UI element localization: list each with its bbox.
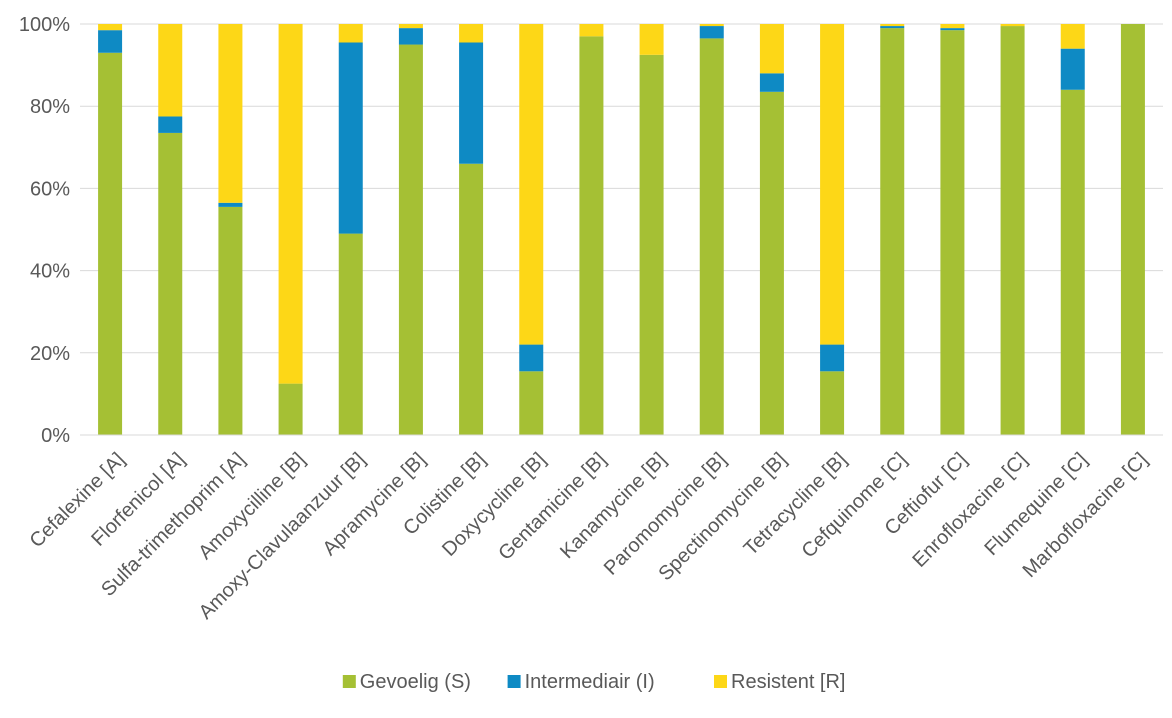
legend-swatch <box>342 675 356 688</box>
bar-segment <box>398 44 423 436</box>
y-axis-ticks: 0% 20% 40% 60% 80% 100% <box>19 14 70 447</box>
legend-label: Intermediair (I) <box>525 671 655 693</box>
legend-swatch <box>714 675 727 688</box>
bar-segment <box>759 91 784 435</box>
bar-segment <box>278 383 303 435</box>
bar-segment <box>459 24 484 43</box>
bar-segment <box>820 344 845 372</box>
bar-segment <box>398 28 423 45</box>
bar-segment <box>1000 26 1025 436</box>
bar-segment <box>158 132 183 436</box>
x-tick-label: Doxycycline [B] <box>438 449 550 561</box>
bar-segment <box>519 344 544 372</box>
y-tick-label: 60% <box>30 178 70 200</box>
bar-segment <box>98 30 123 53</box>
legend-label: Resistent [R] <box>731 671 845 693</box>
bar-segment <box>759 24 784 74</box>
bar-segment <box>338 24 363 43</box>
legend-label: Gevoelig (S) <box>360 671 471 693</box>
legend: Gevoelig (S) Intermediair (I) Resistent [R… <box>342 671 845 693</box>
x-tick-label: Apramycine [B] <box>319 449 430 560</box>
x-tick-label: Cefquinome [C] <box>798 449 912 563</box>
bar-segment <box>158 116 183 133</box>
bar-segment <box>218 206 243 435</box>
x-tick-label: Tetracycline [B] <box>740 449 851 560</box>
bar-segment <box>218 24 243 203</box>
bar-segment <box>459 42 484 164</box>
x-tick-label: Enrofloxacine [C] <box>908 449 1031 572</box>
bar-segment <box>98 24 123 31</box>
bar-segment <box>880 28 905 436</box>
x-tick-label: Gentamicine [B] <box>494 449 610 565</box>
bar-segment <box>1060 89 1085 435</box>
y-tick-label: 0% <box>41 425 70 447</box>
bar-segment <box>820 371 845 435</box>
bars <box>98 24 1145 436</box>
x-tick-label: Amoxycilline [B] <box>194 449 309 564</box>
y-tick-label: 80% <box>30 96 70 118</box>
bar-segment <box>338 233 363 435</box>
bar-segment <box>759 73 784 92</box>
bar-segment <box>699 38 724 435</box>
bar-segment <box>639 24 664 55</box>
bar-segment <box>338 42 363 234</box>
bar-segment <box>699 26 724 39</box>
bar-segment <box>158 24 183 117</box>
x-axis-ticks: Cefalexine [A]Florfenicol [A]Sulfa-trime… <box>26 449 1152 624</box>
bar-segment <box>880 24 905 27</box>
y-tick-label: 100% <box>19 14 70 36</box>
bar-segment <box>519 24 544 345</box>
bar-segment <box>459 163 484 436</box>
bar-segment <box>1060 24 1085 49</box>
bar-segment <box>519 371 544 435</box>
bar-segment <box>398 24 423 29</box>
bar-segment <box>218 202 243 207</box>
bar-segment <box>1060 48 1085 90</box>
bar-segment <box>880 26 905 29</box>
bar-segment <box>940 30 965 435</box>
bar-segment <box>98 52 123 436</box>
bar-segment <box>278 24 303 384</box>
bar-segment <box>940 24 965 29</box>
legend-swatch <box>507 675 521 688</box>
bar-segment <box>579 36 604 436</box>
bar-segment <box>820 24 845 345</box>
bar-segment <box>940 28 965 31</box>
y-tick-label: 20% <box>30 343 70 365</box>
bar-segment <box>699 24 724 27</box>
bar-segment <box>1120 24 1145 435</box>
gridlines <box>80 23 1163 354</box>
x-tick-label: Kanamycine [B] <box>556 449 671 564</box>
y-tick-label: 40% <box>30 261 70 283</box>
bar-segment <box>579 24 604 37</box>
bar-segment <box>1000 24 1025 27</box>
bar-segment <box>639 54 664 435</box>
x-tick-label: Flumequine [C] <box>980 449 1091 560</box>
